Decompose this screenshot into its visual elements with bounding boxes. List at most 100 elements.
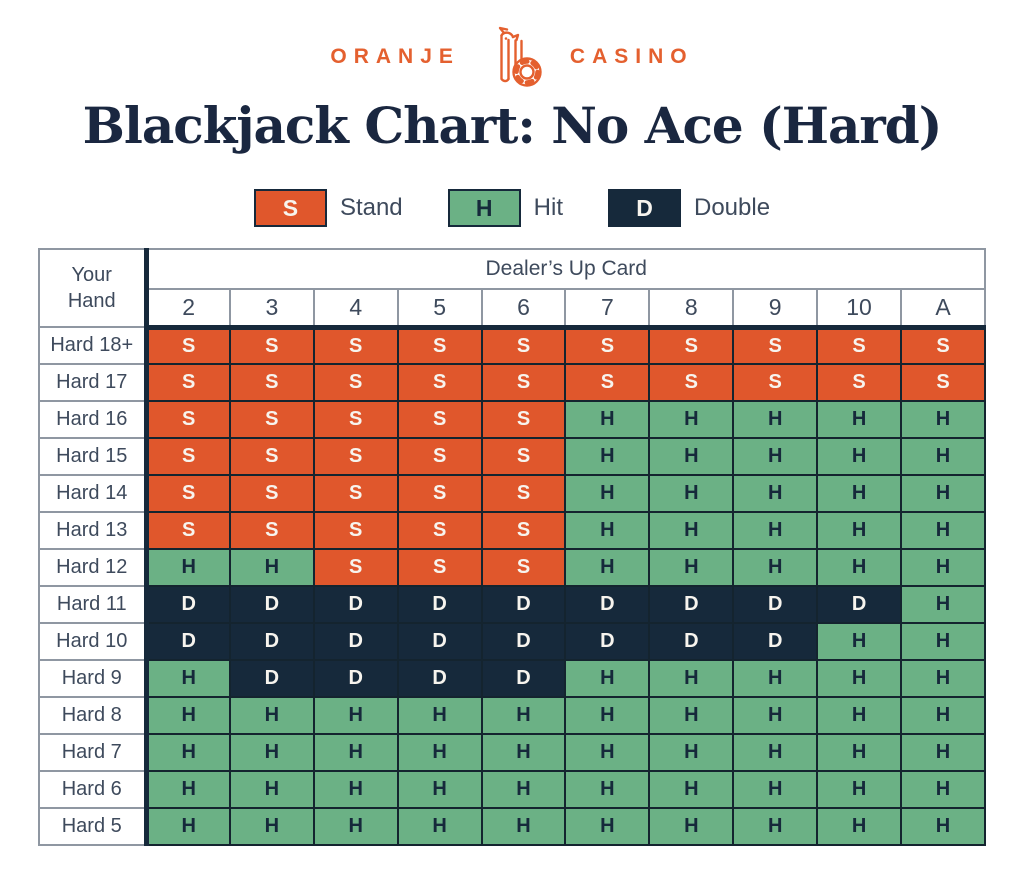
strategy-cell-hard-17-vs-7: S [564,363,651,402]
strategy-cell-hard-12-vs-A: H [900,548,986,587]
strategy-cell-hard-14-vs-10: H [816,474,903,513]
dealer-up-card-header: Dealer’s Up Card [145,248,986,290]
strategy-cell-hard-14-vs-8: H [648,474,735,513]
row-label: Hard 15 [38,437,149,476]
row-label: Hard 7 [38,733,149,772]
strategy-cell-hard-7-vs-A: H [900,733,986,772]
strategy-cell-hard-6-vs-3: H [228,770,315,809]
legend-label-stand: Stand [339,194,403,221]
strategy-cell-hard-9-vs-6: D [480,659,567,698]
column-header-2: 2 [145,288,231,330]
strategy-cell-hard-14-vs-4: S [312,474,399,513]
strategy-cell-hard-7-vs-10: H [816,733,903,772]
strategy-cell-hard-17-vs-9: S [732,363,819,402]
strategy-cell-hard-15-vs-7: H [564,437,651,476]
row-label: Hard 13 [38,511,149,550]
strategy-cell-hard-10-vs-10: H [816,622,903,661]
strategy-cell-hard-10-vs-2: D [145,622,231,661]
strategy-cell-hard-11-vs-7: D [564,585,651,624]
legend-item-hit: H Hit [447,189,563,227]
header-row-group: Your Hand Dealer’s Up Card [38,248,986,328]
strategy-cell-hard-8-vs-5: H [396,696,483,735]
strategy-cell-hard-9-vs-8: H [648,659,735,698]
strategy-cell-hard-17-vs-A: S [900,363,986,402]
strategy-cell-hard-11-vs-2: D [145,585,231,624]
strategy-cell-hard-11-vs-10: D [816,585,903,624]
strategy-cell-hard-6-vs-4: H [312,770,399,809]
strategy-cell-hard-16-vs-2: S [145,400,231,439]
strategy-cell-hard-13-vs-8: H [648,511,735,550]
strategy-cell-hard-10-vs-7: D [564,622,651,661]
table-row: Hard 18+ S S S S S S S S S S [38,326,986,365]
strategy-cell-hard-16-vs-A: H [900,400,986,439]
legend-item-stand: S Stand [253,189,403,227]
strategy-cell-hard-17-vs-8: S [648,363,735,402]
strategy-cell-hard-7-vs-3: H [228,733,315,772]
strategy-cell-hard-10-vs-3: D [228,622,315,661]
strategy-cell-hard-13-vs-10: H [816,511,903,550]
strategy-cell-hard-15-vs-2: S [145,437,231,476]
strategy-cell-hard-6-vs-2: H [145,770,231,809]
strategy-cell-hard-5-vs-3: H [228,807,315,846]
strategy-cell-hard-15-vs-10: H [816,437,903,476]
strategy-cell-hard-8-vs-2: H [145,696,231,735]
strategy-cell-hard-12-vs-3: H [228,548,315,587]
strategy-cell-hard-8-vs-4: H [312,696,399,735]
column-header-7: 7 [564,288,651,330]
column-header-A: A [900,288,986,330]
strategy-table-container: Your Hand Dealer’s Up Card 2 3 4 5 6 7 8 9 10 A Hard… [38,248,986,846]
strategy-cell-hard-10-vs-9: D [732,622,819,661]
row-label: Hard 18+ [38,326,149,365]
strategy-cell-hard-17-vs-2: S [145,363,231,402]
strategy-cell-hard-18+-vs-3: S [228,326,315,365]
strategy-cell-hard-7-vs-5: H [396,733,483,772]
strategy-cell-hard-16-vs-7: H [564,400,651,439]
row-label: Hard 9 [38,659,149,698]
strategy-cell-hard-7-vs-8: H [648,733,735,772]
strategy-cell-hard-13-vs-9: H [732,511,819,550]
table-row: Hard 10 D D D D D D D D H H [38,622,986,661]
strategy-cell-hard-5-vs-4: H [312,807,399,846]
strategy-cell-hard-17-vs-6: S [480,363,567,402]
strategy-cell-hard-11-vs-9: D [732,585,819,624]
strategy-cell-hard-12-vs-7: H [564,548,651,587]
strategy-cell-hard-7-vs-9: H [732,733,819,772]
strategy-cell-hard-10-vs-8: D [648,622,735,661]
strategy-cell-hard-7-vs-2: H [145,733,231,772]
strategy-cell-hard-10-vs-A: H [900,622,986,661]
corner-header: Your Hand [38,248,149,328]
strategy-cell-hard-16-vs-9: H [732,400,819,439]
column-header-5: 5 [396,288,483,330]
strategy-cell-hard-5-vs-2: H [145,807,231,846]
strategy-cell-hard-12-vs-9: H [732,548,819,587]
strategy-cell-hard-18+-vs-5: S [396,326,483,365]
strategy-cell-hard-7-vs-6: H [480,733,567,772]
legend-swatch-double: D [608,189,681,227]
blackjack-strategy-table: Your Hand Dealer’s Up Card 2 3 4 5 6 7 8 9 10 A Hard… [38,248,986,846]
strategy-cell-hard-18+-vs-9: S [732,326,819,365]
strategy-cell-hard-13-vs-3: S [228,511,315,550]
strategy-cell-hard-5-vs-10: H [816,807,903,846]
row-label: Hard 6 [38,770,149,809]
strategy-cell-hard-16-vs-10: H [816,400,903,439]
strategy-cell-hard-15-vs-8: H [648,437,735,476]
legend-label-double: Double [694,194,771,221]
row-label: Hard 14 [38,474,149,513]
strategy-cell-hard-10-vs-6: D [480,622,567,661]
strategy-cell-hard-13-vs-A: H [900,511,986,550]
strategy-cell-hard-5-vs-5: H [396,807,483,846]
strategy-cell-hard-8-vs-10: H [816,696,903,735]
strategy-cell-hard-12-vs-4: S [312,548,399,587]
page-title: Blackjack Chart: No Ace (Hard) [82,96,943,155]
strategy-cell-hard-15-vs-5: S [396,437,483,476]
strategy-cell-hard-8-vs-6: H [480,696,567,735]
strategy-cell-hard-12-vs-5: S [396,548,483,587]
strategy-cell-hard-6-vs-10: H [816,770,903,809]
column-header-10: 10 [816,288,903,330]
strategy-cell-hard-18+-vs-A: S [900,326,986,365]
strategy-cell-hard-12-vs-2: H [145,548,231,587]
strategy-cell-hard-11-vs-5: D [396,585,483,624]
legend-item-double: D Double [608,189,770,227]
